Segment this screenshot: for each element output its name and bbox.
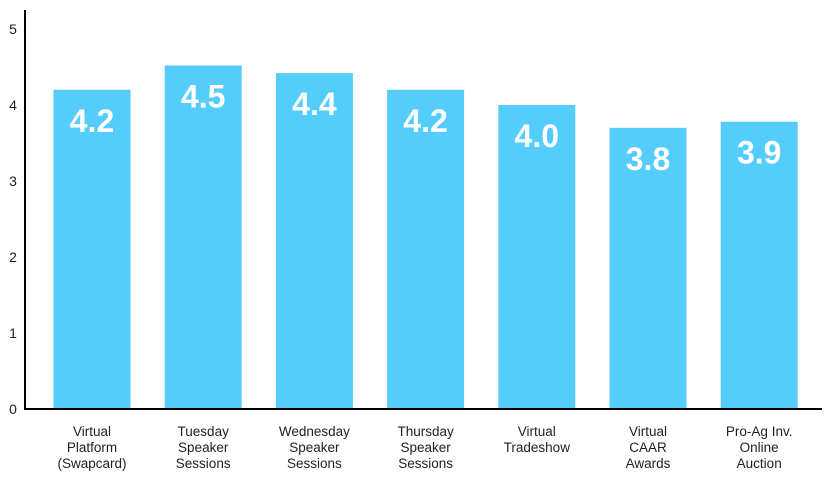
x-category-label: Wednesday Speaker Sessions	[279, 424, 350, 471]
y-tick-label: 2	[9, 249, 17, 265]
bar	[609, 127, 687, 410]
y-tick-label: 3	[9, 173, 17, 189]
x-category-label: Virtual Tradeshow	[504, 424, 571, 455]
y-tick-label: 5	[9, 21, 17, 37]
x-category-label-line: Virtual	[73, 424, 111, 439]
bar	[275, 73, 353, 409]
x-category-label-line: Sessions	[287, 456, 342, 471]
x-category-label: Virtual CAAR Awards	[626, 424, 671, 471]
bar-value-label: 4.5	[181, 78, 225, 114]
bar	[53, 89, 131, 410]
bar	[720, 121, 798, 409]
x-category-label-line: Platform	[67, 440, 117, 455]
bar-value-label: 4.2	[70, 103, 114, 139]
x-category-label-line: Sessions	[398, 456, 453, 471]
x-category-label-line: Thursday	[397, 424, 454, 439]
x-category-label-line: (Swapcard)	[57, 456, 126, 471]
x-category-label-line: Virtual	[629, 424, 667, 439]
x-category-label: Thursday Speaker Sessions	[397, 424, 454, 471]
x-category-label-line: Awards	[626, 456, 671, 471]
data-labels: 4.2 4.5 4.4 4.2 4.0 3.8 3.9	[70, 78, 782, 176]
x-category-label-line: Sessions	[176, 456, 231, 471]
bar	[387, 89, 465, 410]
bar-value-label: 4.4	[292, 86, 337, 122]
x-category-label-line: Speaker	[289, 440, 340, 455]
x-category-label-line: Wednesday	[279, 424, 350, 439]
bar-value-label: 4.2	[403, 103, 447, 139]
x-category-label-line: CAAR	[629, 440, 667, 455]
bars	[53, 65, 798, 410]
x-category-label-line: Virtual	[518, 424, 556, 439]
bar	[498, 105, 576, 409]
y-tick-label: 4	[9, 97, 17, 113]
x-category-label-line: Online	[740, 440, 779, 455]
axes	[24, 10, 822, 410]
x-category-label: Pro-Ag Inv. Online Auction	[726, 424, 793, 471]
bar-value-label: 4.0	[515, 118, 559, 154]
x-category-label-line: Auction	[737, 456, 782, 471]
y-tick-label: 1	[9, 325, 17, 341]
x-category-label-line: Speaker	[178, 440, 229, 455]
x-category-label-line: Tuesday	[178, 424, 230, 439]
y-axis-ticks: 0 1 2 3 4 5	[9, 21, 17, 417]
bar-value-label: 3.9	[737, 135, 781, 171]
x-axis-category-labels: Virtual Platform (Swapcard)Tuesday Speaker S…	[57, 424, 792, 471]
bar	[164, 65, 242, 409]
x-category-label-line: Pro-Ag Inv.	[726, 424, 793, 439]
x-category-label-line: Speaker	[400, 440, 451, 455]
x-category-label: Virtual Platform (Swapcard)	[57, 424, 126, 471]
bar-value-label: 3.8	[626, 141, 670, 177]
x-category-label: Tuesday Speaker Sessions	[176, 424, 231, 471]
x-category-label-line: Tradeshow	[504, 440, 571, 455]
y-tick-label: 0	[9, 401, 17, 417]
